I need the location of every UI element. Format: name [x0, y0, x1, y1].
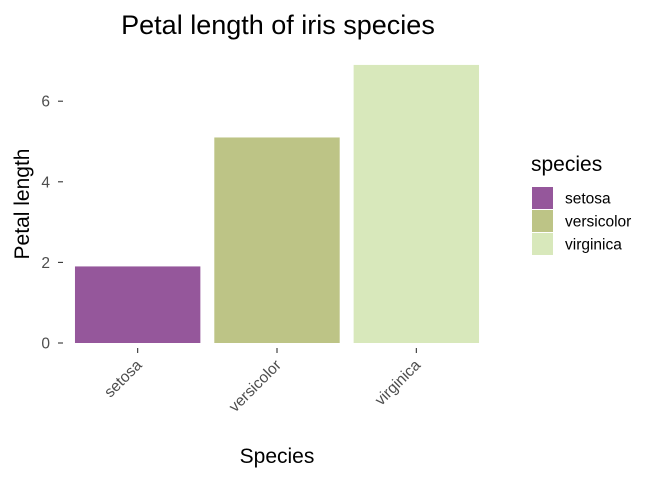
- y-tick-label: 4: [41, 174, 50, 191]
- y-axis-title: Petal length: [11, 149, 34, 260]
- y-axis: 0 2 4 6: [41, 94, 63, 353]
- bar-virginica: [353, 64, 480, 344]
- legend-swatch-versicolor: [532, 210, 553, 232]
- legend-label-virginica: virginica: [565, 237, 622, 254]
- legend-label-setosa: setosa: [565, 191, 611, 208]
- legend-label-versicolor: versicolor: [565, 214, 631, 231]
- x-axis-title: Species: [240, 445, 315, 468]
- bars-group: [74, 64, 480, 344]
- legend: species setosa versicolor virginica: [531, 153, 631, 255]
- x-tick-label-virginica: virginica: [372, 357, 424, 409]
- legend-swatch-setosa: [532, 187, 553, 209]
- y-tick-label: 6: [41, 94, 50, 111]
- y-tick-label: 0: [41, 336, 50, 353]
- legend-title: species: [531, 153, 602, 176]
- chart-title: Petal length of iris species: [121, 10, 435, 40]
- x-axis: setosa versicolor virginica: [101, 348, 424, 416]
- bar-versicolor: [214, 137, 340, 343]
- bar-setosa: [74, 266, 201, 343]
- x-tick-label-setosa: setosa: [101, 357, 146, 402]
- legend-entries: setosa versicolor virginica: [532, 187, 631, 255]
- legend-swatch-virginica: [532, 233, 553, 255]
- y-tick-label: 2: [41, 255, 50, 272]
- x-tick-label-versicolor: versicolor: [226, 357, 285, 416]
